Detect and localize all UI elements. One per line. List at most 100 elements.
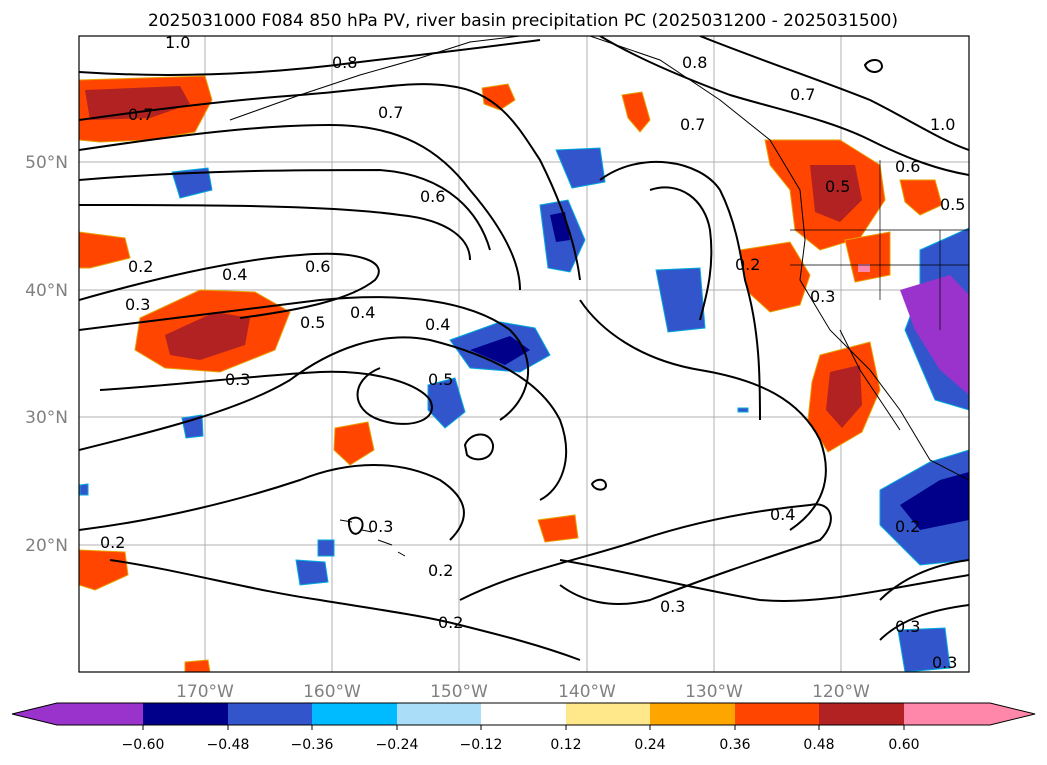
colorbar-outline — [11, 702, 1036, 726]
neg-area-6 — [427, 377, 466, 429]
map-frame — [78, 35, 970, 673]
colorbar-tick-label: −0.24 — [376, 737, 419, 753]
precip-area-baja-core — [826, 365, 862, 428]
contour-label: 0.4 — [425, 315, 450, 334]
pv-contour-14 — [649, 186, 713, 321]
neg-area-sw-mex — [897, 627, 951, 672]
pv-contour-13 — [599, 160, 761, 421]
pv-contour-2 — [79, 83, 581, 281]
colorbar-tick-label: −0.36 — [291, 737, 334, 753]
colorbar-tick-label: −0.60 — [122, 737, 165, 753]
colorbar-ticks — [142, 725, 905, 730]
pv-contour-16 — [599, 36, 969, 176]
contour-label: 0.3 — [895, 617, 920, 636]
coastline-baja — [839, 329, 901, 431]
precip-area-nevada-pink — [858, 264, 870, 272]
contour-label: 0.2 — [100, 533, 125, 552]
neg-area-8 — [295, 559, 329, 586]
neg-area-5-core — [470, 336, 530, 365]
neg-area-rockies-purple — [900, 275, 969, 395]
contour-label: 0.8 — [682, 53, 707, 72]
pv-contour-20 — [559, 559, 969, 602]
colorbar-segment — [397, 703, 481, 725]
pv-contour-9 — [79, 336, 568, 501]
coastline-alaska — [229, 36, 521, 121]
contour-label: 0.6 — [305, 257, 330, 276]
contour-label: 1.0 — [930, 115, 955, 134]
colorbar-tick-label: 0.36 — [719, 737, 750, 753]
map-panel: 1.0 0.8 0.7 0.7 0.8 0.7 0.6 0.5 0.2 0.6 … — [78, 35, 970, 673]
neg-area-2 — [555, 147, 606, 189]
colorbar-segment — [566, 703, 650, 725]
pv-contour-22 — [863, 59, 884, 73]
precip-area-nevada — [844, 231, 891, 283]
pv-contour-15 — [579, 299, 827, 531]
contour-label: 0.3 — [660, 597, 685, 616]
neg-area-9 — [317, 539, 335, 557]
lon-label: 140°W — [558, 682, 616, 702]
lat-label: 40°N — [25, 281, 68, 301]
contour-labels: 1.0 0.8 0.7 0.7 0.8 0.7 0.6 0.5 0.2 0.6 … — [100, 36, 965, 672]
lon-label: 160°W — [303, 682, 361, 702]
pv-contour-24 — [347, 516, 364, 535]
colorbar-segment — [143, 703, 228, 725]
colorbar-tick-label: 0.48 — [803, 737, 834, 753]
colorbar-segment — [819, 703, 904, 725]
pv-contour-23 — [590, 478, 608, 491]
contour-label: 0.5 — [825, 177, 850, 196]
pv-contour-10 — [79, 464, 465, 541]
map-title: 2025031000 F084 850 hPa PV, river basin … — [148, 11, 898, 31]
pv-contour-8 — [99, 367, 433, 425]
colorbar-tick-label: 0.12 — [550, 737, 581, 753]
pv-contour-6 — [79, 252, 380, 319]
contour-label: 0.3 — [810, 287, 835, 306]
pv-contour-5 — [79, 204, 471, 261]
pv-contour-7 — [79, 296, 529, 421]
colorbar-segment — [735, 703, 819, 725]
contour-label: 0.2 — [735, 255, 760, 274]
lon-label: 170°W — [176, 682, 234, 702]
colorbar-tick-label: −0.48 — [207, 737, 250, 753]
precip-area-small-1 — [481, 83, 516, 111]
contour-label: 0.5 — [940, 195, 965, 214]
lon-label: 150°W — [430, 682, 488, 702]
colorbar-segment — [228, 703, 312, 725]
longitude-labels: 170°W 160°W 150°W 140°W 130°W 120°W — [176, 682, 870, 702]
coastline-north-america — [589, 36, 969, 481]
contour-label: 0.4 — [350, 303, 375, 322]
precip-area-subtropic-core — [165, 312, 250, 360]
lat-label: 30°N — [25, 408, 68, 428]
contour-label: 0.4 — [222, 265, 247, 284]
contour-label: 0.7 — [128, 105, 153, 124]
state-borders — [790, 160, 969, 330]
neg-area-4 — [655, 267, 706, 333]
pv-contour-18 — [879, 559, 969, 601]
contour-label: 0.3 — [368, 517, 393, 536]
colorbar-segment — [650, 703, 735, 725]
colorbar-tick-label: −0.12 — [460, 737, 503, 753]
colorbar-segment — [481, 703, 566, 725]
precip-area-nw-core — [85, 86, 190, 120]
contour-label: 0.3 — [932, 653, 957, 672]
colorbar-left-extension — [12, 703, 143, 725]
colorbar-right-extension — [904, 703, 1035, 725]
precip-area-small-2 — [621, 91, 651, 133]
precip-area-small-3 — [537, 514, 579, 543]
precip-area-pnw-core — [810, 165, 862, 222]
contour-label: 0.7 — [790, 85, 815, 104]
contour-label: 0.8 — [332, 53, 357, 72]
contour-label: 0.2 — [438, 613, 463, 632]
precip-area-bottom — [184, 659, 211, 672]
precip-area-hawaii-nw — [333, 421, 375, 466]
positive-precip-areas — [79, 75, 943, 672]
precip-area-dateline — [79, 231, 131, 269]
pv-contours — [79, 36, 969, 661]
contour-label: 0.3 — [225, 370, 250, 389]
precip-area-pnw-east — [899, 179, 943, 216]
contour-label: 0.7 — [680, 115, 705, 134]
lon-label: 120°W — [812, 682, 870, 702]
contour-label: 0.6 — [895, 157, 920, 176]
pv-contour-21 — [463, 433, 495, 461]
pv-contour-1 — [79, 39, 541, 76]
contour-label: 0.6 — [420, 187, 445, 206]
